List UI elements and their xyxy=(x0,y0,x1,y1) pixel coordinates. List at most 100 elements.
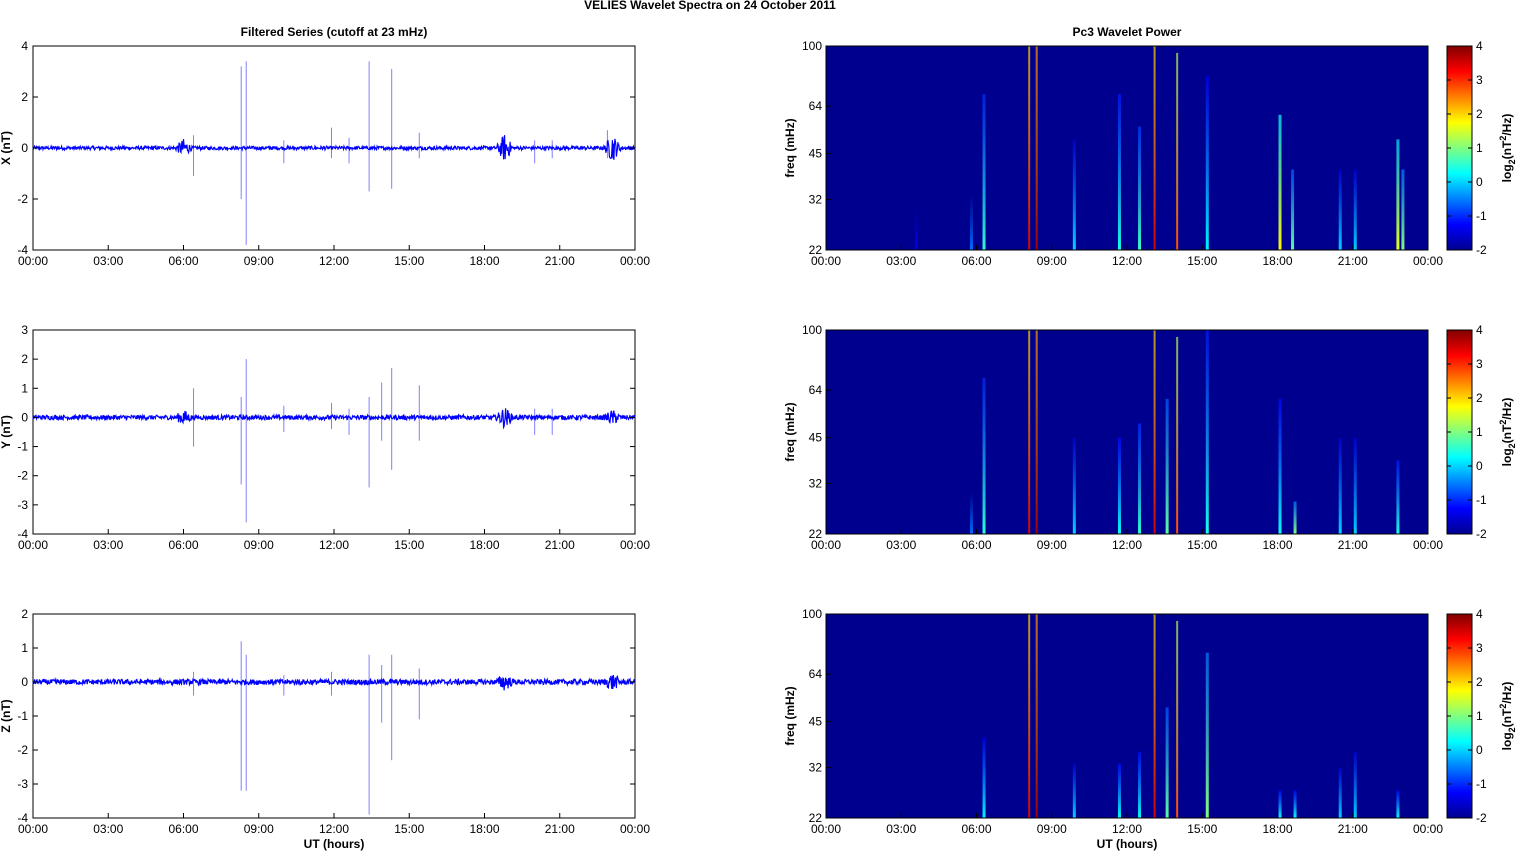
py-ytick-label: 64 xyxy=(809,383,823,397)
px-ytick-label: 32 xyxy=(809,193,823,207)
px-colorbar-tick-label: 1 xyxy=(1476,141,1483,155)
y-xtick-label: 00:00 xyxy=(620,538,650,552)
py-colorbar-label-part: 2 xyxy=(1507,443,1515,448)
z-xtick-label: 12:00 xyxy=(319,822,349,836)
py-colorbar-label-part: 2 xyxy=(1498,420,1508,425)
py-colorbar-tick-label: 4 xyxy=(1476,323,1483,337)
py-xtick-label: 00:00 xyxy=(811,538,841,552)
y-ylabel: Y (nT) xyxy=(0,415,13,449)
py-power-streak xyxy=(1138,423,1142,534)
py-xtick-label: 15:00 xyxy=(1187,538,1217,552)
py-colorbar-tick-label: 0 xyxy=(1476,459,1483,473)
px-power-streak xyxy=(1072,139,1076,250)
px-power-streak xyxy=(1117,94,1121,251)
px-colorbar-tick-label: -2 xyxy=(1476,243,1487,257)
x-xtick-label: 09:00 xyxy=(244,254,274,268)
py-colorbar-tick-label: 2 xyxy=(1476,391,1483,405)
pz-xtick-label: 15:00 xyxy=(1187,822,1217,836)
px-xtick-label: 09:00 xyxy=(1037,254,1067,268)
figure-suptitle: VELIES Wavelet Spectra on 24 October 201… xyxy=(584,0,836,12)
x-xtick-label: 00:00 xyxy=(18,254,48,268)
pz-colorbar-tick-label: -2 xyxy=(1476,811,1487,825)
pz-colorbar-label: log2(nT2/Hz) xyxy=(1498,682,1515,751)
px-power-streak xyxy=(1396,139,1400,250)
x-ytick-label: 0 xyxy=(21,141,28,155)
py-colorbar-tick-label: -2 xyxy=(1476,527,1487,541)
py-power-streak xyxy=(1117,437,1121,534)
py-colorbar-tick-label: -1 xyxy=(1476,493,1487,507)
py-power-streak xyxy=(1165,398,1169,534)
px-colorbar-label-part: /Hz) xyxy=(1500,114,1514,136)
pz-power-streak xyxy=(982,737,986,818)
pz-ylabel: freq (mHz) xyxy=(783,686,797,745)
x-ytick-label: 2 xyxy=(21,90,28,104)
pz-ytick-label: 64 xyxy=(809,667,823,681)
px-ytick-label: 22 xyxy=(809,243,823,257)
py-colorbar-label-part: /Hz) xyxy=(1500,398,1514,420)
px-colorbar-tick-label: 3 xyxy=(1476,73,1483,87)
y-xtick-label: 18:00 xyxy=(469,538,499,552)
y-ytick-label: -4 xyxy=(17,527,28,541)
py-colorbar-label-part: log xyxy=(1500,448,1514,466)
pz-colorbar-label-part: (nT xyxy=(1500,708,1514,727)
pz-power-area xyxy=(825,613,1429,819)
py-xtick-label: 21:00 xyxy=(1338,538,1368,552)
pz-xtick-label: 03:00 xyxy=(886,822,916,836)
z-xtick-label: 21:00 xyxy=(545,822,575,836)
right-column-title: Pc3 Wavelet Power xyxy=(1073,25,1182,39)
py-colorbar-label: log2(nT2/Hz) xyxy=(1498,398,1515,467)
pz-colorbar-tick-label: 3 xyxy=(1476,641,1483,655)
y-xtick-label: 12:00 xyxy=(319,538,349,552)
pz-colorbar-tick-label: 1 xyxy=(1476,709,1483,723)
pz-colorbar-label-part: 2 xyxy=(1498,704,1508,709)
px-power-streak xyxy=(1291,169,1295,250)
px-colorbar-tick-label: -1 xyxy=(1476,209,1487,223)
pz-xtick-label: 09:00 xyxy=(1037,822,1067,836)
y-series-line xyxy=(32,408,636,430)
py-power-streak xyxy=(1396,460,1400,534)
pz-power-streak xyxy=(1035,614,1038,818)
pz-xlabel: UT (hours) xyxy=(1097,837,1158,851)
px-colorbar-tick-label: 0 xyxy=(1476,175,1483,189)
py-colorbar-tick-label: 3 xyxy=(1476,357,1483,371)
z-xtick-label: 00:00 xyxy=(18,822,48,836)
py-xtick-label: 18:00 xyxy=(1262,538,1292,552)
py-power-streak xyxy=(1353,437,1357,534)
z-ytick-label: -3 xyxy=(17,777,28,791)
x-xtick-label: 15:00 xyxy=(394,254,424,268)
y-ytick-label: 1 xyxy=(21,381,28,395)
px-power-streak xyxy=(1035,46,1038,250)
z-ytick-label: 0 xyxy=(21,675,28,689)
pz-ytick-label: 45 xyxy=(809,715,823,729)
pz-xtick-label: 12:00 xyxy=(1112,822,1142,836)
pz-power-streak xyxy=(1353,751,1357,818)
px-ytick-label: 64 xyxy=(809,99,823,113)
pz-power-streak xyxy=(1293,790,1297,818)
py-power-streak xyxy=(1072,437,1076,534)
z-xtick-label: 00:00 xyxy=(620,822,650,836)
py-xtick-label: 06:00 xyxy=(961,538,991,552)
z-ytick-label: 2 xyxy=(21,607,28,621)
z-xtick-label: 06:00 xyxy=(168,822,198,836)
pz-power-streak xyxy=(1205,652,1209,818)
pz-xtick-label: 06:00 xyxy=(961,822,991,836)
px-colorbar xyxy=(1446,45,1473,251)
z-ytick-label: -4 xyxy=(17,811,28,825)
y-ytick-label: -3 xyxy=(17,498,28,512)
z-ylabel: Z (nT) xyxy=(0,699,13,732)
px-colorbar-label-part: 2 xyxy=(1507,159,1515,164)
x-xtick-label: 03:00 xyxy=(93,254,123,268)
pz-power-streak xyxy=(1138,751,1142,818)
y-xtick-label: 03:00 xyxy=(93,538,123,552)
y-xtick-label: 00:00 xyxy=(18,538,48,552)
y-xtick-label: 06:00 xyxy=(168,538,198,552)
y-plot-area xyxy=(32,329,636,535)
y-xtick-label: 21:00 xyxy=(545,538,575,552)
py-power-streak xyxy=(1153,330,1156,534)
py-power-streak xyxy=(1035,330,1038,534)
py-colorbar-tick-label: 1 xyxy=(1476,425,1483,439)
z-ytick-label: 1 xyxy=(21,641,28,655)
pz-colorbar-tick-label: 4 xyxy=(1476,607,1483,621)
z-ytick-label: -1 xyxy=(17,709,28,723)
px-xtick-label: 06:00 xyxy=(961,254,991,268)
